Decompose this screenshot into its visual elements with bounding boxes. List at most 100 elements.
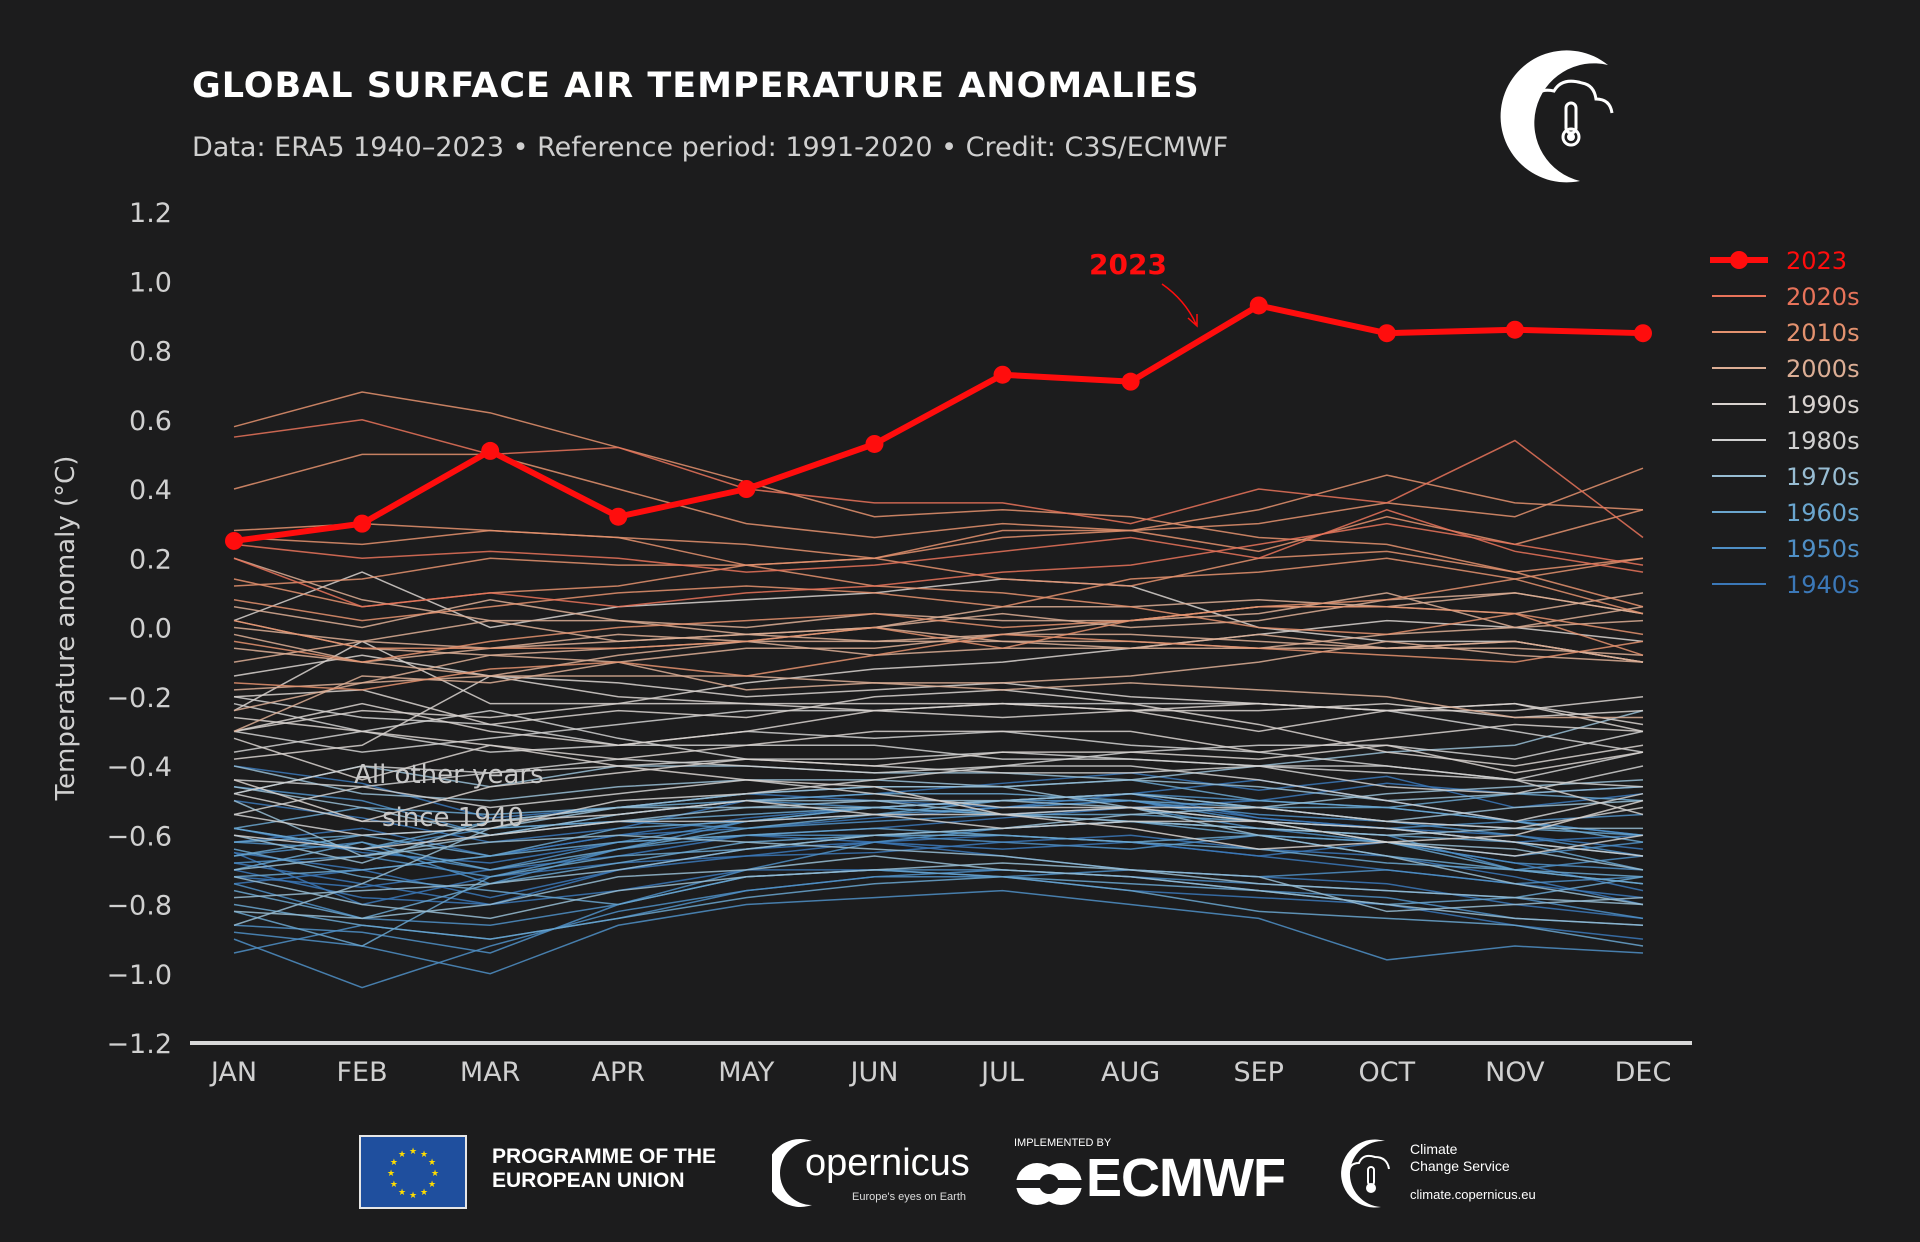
year-line-1950s (233, 834, 1644, 878)
year-line-1970s (233, 799, 1643, 857)
y-tick-label: −0.8 (106, 891, 172, 922)
eu-star-icon: ★ (390, 1158, 398, 1168)
legend-label: 1950s (1786, 535, 1860, 563)
ecmwf-mark-icon (1014, 1163, 1084, 1205)
x-tick-label: JUN (848, 1057, 898, 1088)
legend-item-1980s: 1980s (1712, 427, 1860, 455)
y-tick-label: 0.0 (129, 614, 172, 645)
year-line-1990s (233, 689, 1644, 767)
legend-label: 1960s (1786, 499, 1860, 527)
point-2023 (1634, 324, 1652, 343)
year-line-1980s (233, 792, 1644, 857)
year-line-2020s (233, 418, 1644, 539)
chart-subtitle: Data: ERA5 1940–2023 • Reference period:… (192, 132, 1229, 163)
year-line-2010s (233, 467, 1644, 560)
x-tick-label: AUG (1101, 1057, 1160, 1088)
legend-item-1990s: 1990s (1712, 391, 1860, 419)
year-line-1960s (233, 876, 1644, 940)
eu-star-icon: ★ (428, 1158, 436, 1168)
year-line-1970s (233, 862, 1644, 920)
eu-star-icon: ★ (420, 1150, 428, 1160)
highlight-annotation: 2023 (1089, 248, 1167, 281)
eu-flag-icon: ★ ★ ★ ★ ★ ★ ★ ★ ★ ★ ★ ★ (359, 1135, 467, 1209)
year-line-2010s (233, 633, 1644, 691)
point-2023 (1377, 324, 1396, 343)
other-years-line1: All other years (354, 760, 544, 790)
year-line-2020s (233, 522, 1644, 608)
x-tick-label: SEP (1233, 1057, 1283, 1088)
year-line-1980s (233, 806, 1644, 850)
year-line-1980s (233, 758, 1644, 823)
year-line-1970s (233, 855, 1644, 927)
point-2023 (609, 507, 628, 526)
c3s-url: climate.copernicus.eu (1410, 1187, 1536, 1202)
other-years-annotation: All other years since 1940 (354, 760, 552, 833)
year-line-1970s (233, 765, 1644, 906)
eu-star-icon: ★ (390, 1180, 398, 1190)
x-tick-label: MAY (718, 1057, 775, 1088)
year-line-2010s (233, 578, 1644, 650)
y-tick-label: −0.4 (106, 752, 172, 783)
temperature-anomaly-chart: 1.2 1.0 0.8 0.6 0.4 0.2 0.0 −0.2 −0.4 −0.6 −0.8 −1.… (51, 198, 1860, 1088)
eu-star-icon: ★ (431, 1169, 439, 1179)
copernicus-tagline: Europe's eyes on Earth (852, 1191, 967, 1203)
ecmwf-wordmark: ECMWF (1086, 1148, 1286, 1208)
eu-star-icon: ★ (387, 1169, 395, 1179)
y-tick-label: 1.0 (129, 267, 172, 298)
c3s-line1: Climate (1410, 1141, 1458, 1157)
year-line-2010s (233, 391, 1644, 573)
year-line-1950s (233, 869, 1644, 927)
year-line-1960s (233, 834, 1644, 947)
legend-item-2020s: 2020s (1712, 283, 1860, 311)
eu-star-icon: ★ (398, 1150, 406, 1160)
legend-item-2000s: 2000s (1712, 355, 1860, 383)
copernicus-logo-icon (772, 1139, 812, 1207)
x-tick-label: DEC (1615, 1057, 1672, 1088)
y-tick-label: 1.2 (129, 198, 172, 229)
year-line-1970s (233, 779, 1644, 899)
year-line-2000s (233, 557, 1644, 656)
year-line-1980s (233, 751, 1644, 816)
eu-star-icon: ★ (428, 1180, 436, 1190)
legend-item-2023: 2023 (1710, 247, 1847, 275)
footer-logos: ★ ★ ★ ★ ★ ★ ★ ★ ★ ★ ★ ★ PROGRAMME OF THE EUROPEAN U… (0, 1125, 1920, 1220)
legend-label: 2000s (1786, 355, 1860, 383)
year-line-1940s (233, 834, 1644, 906)
legend-label: 2020s (1786, 283, 1860, 311)
y-axis-label: Temperature anomaly (°C) (51, 456, 81, 802)
year-line-1990s (233, 744, 1644, 823)
x-tick-label: NOV (1485, 1057, 1545, 1088)
legend-label: 2010s (1786, 319, 1860, 347)
year-line-2010s (233, 453, 1644, 553)
year-line-2000s (233, 619, 1644, 663)
year-line-1990s (233, 716, 1644, 850)
x-tick-label: FEB (337, 1057, 388, 1088)
legend-item-2010s: 2010s (1712, 319, 1860, 347)
point-2023 (737, 480, 756, 498)
year-line-2000s (233, 619, 1644, 663)
point-2023 (1505, 320, 1524, 339)
implemented-by-label: IMPLEMENTED BY (1014, 1137, 1112, 1149)
eu-programme-text: PROGRAMME OF THE EUROPEAN UNION (492, 1145, 716, 1193)
eu-star-icon: ★ (409, 1147, 417, 1157)
y-tick-label: 0.6 (129, 406, 172, 437)
legend-label: 1990s (1786, 391, 1860, 419)
legend-marker (1730, 251, 1748, 269)
point-2023 (481, 441, 500, 460)
point-2023 (225, 531, 243, 550)
year-line-1990s (233, 619, 1644, 733)
year-line-1980s (233, 696, 1644, 816)
year-line-1940s (233, 841, 1644, 920)
c3s-name: Climate Change Service (1410, 1141, 1510, 1175)
y-tick-label: −0.2 (106, 683, 172, 714)
year-line-2000s (233, 661, 1643, 733)
legend-label: 1940s (1786, 571, 1860, 599)
year-line-2000s (233, 640, 1644, 712)
eu-star-icon: ★ (409, 1191, 417, 1201)
point-2023 (993, 365, 1012, 384)
year-line-1970s (233, 834, 1644, 913)
legend-label: 1970s (1786, 463, 1860, 491)
annotation-arrow (1161, 283, 1198, 328)
x-tick-label: MAR (460, 1057, 521, 1088)
point-2023 (353, 514, 372, 533)
